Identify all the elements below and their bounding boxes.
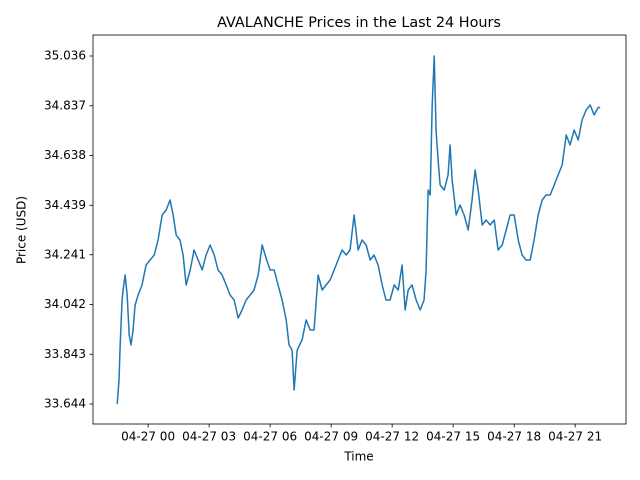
x-axis-label: Time <box>343 450 373 464</box>
y-tick-label: 33.644 <box>44 397 86 411</box>
y-tick-label: 34.837 <box>44 98 86 112</box>
chart-title: AVALANCHE Prices in the Last 24 Hours <box>217 15 501 31</box>
x-tick-label: 04-27 15 <box>426 430 480 444</box>
price-line <box>116 55 601 405</box>
y-tick-label: 34.042 <box>44 297 86 311</box>
y-tick-label: 34.439 <box>44 198 86 212</box>
x-tick-label: 04-27 00 <box>121 430 175 444</box>
y-tick-label: 34.241 <box>44 247 86 261</box>
y-axis-label: Price (USD) <box>15 196 29 264</box>
y-tick-label: 33.843 <box>44 347 86 361</box>
x-tick-label: 04-27 21 <box>548 430 602 444</box>
y-tick-label: 35.036 <box>44 49 86 63</box>
x-tick-label: 04-27 18 <box>487 430 541 444</box>
x-tick-label: 04-27 12 <box>365 430 419 444</box>
x-tick-label: 04-27 06 <box>243 430 297 444</box>
plot-frame <box>92 34 627 425</box>
x-tick-label: 04-27 09 <box>304 430 358 444</box>
x-tick-label: 04-27 03 <box>182 430 236 444</box>
y-tick-label: 34.638 <box>44 148 86 162</box>
